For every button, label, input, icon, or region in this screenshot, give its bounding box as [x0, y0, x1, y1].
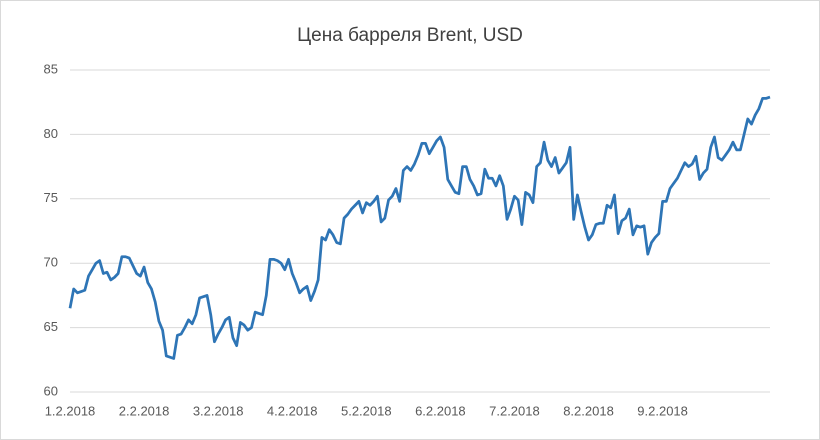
x-tick-label: 5.2.2018 — [341, 403, 392, 418]
y-tick-label: 60 — [44, 383, 58, 398]
y-tick-label: 65 — [44, 319, 58, 334]
x-tick-label: 3.2.2018 — [193, 403, 244, 418]
x-tick-label: 9.2.2018 — [637, 403, 688, 418]
y-tick-label: 85 — [44, 61, 58, 76]
x-tick-label: 8.2.2018 — [563, 403, 614, 418]
chart-title: Цена барреля Brent, USD — [297, 25, 523, 46]
y-tick-label: 75 — [44, 190, 58, 205]
y-tick-label: 70 — [44, 255, 58, 270]
line-series — [68, 95, 771, 360]
x-tick-label: 7.2.2018 — [489, 403, 540, 418]
x-tick-label: 1.2.2018 — [45, 403, 96, 418]
x-tick-label: 2.2.2018 — [119, 403, 170, 418]
x-tick-label: 4.2.2018 — [267, 403, 318, 418]
y-tick-label: 80 — [44, 126, 58, 141]
x-tick-label: 6.2.2018 — [415, 403, 466, 418]
